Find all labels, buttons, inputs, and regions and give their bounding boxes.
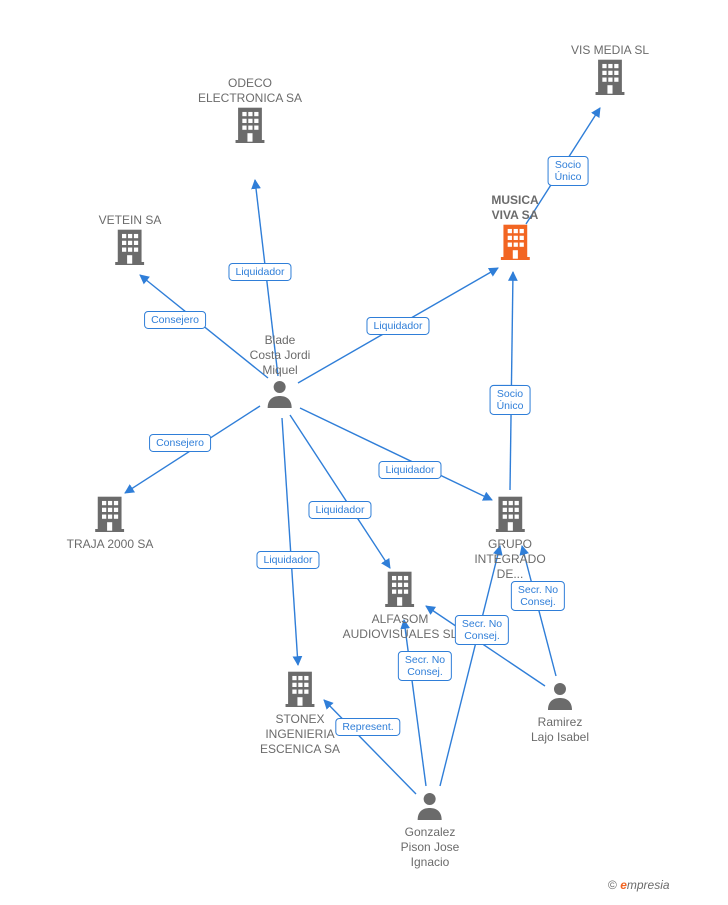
building-icon [474, 495, 545, 537]
edge-label: Secr. No Consej. [398, 651, 452, 681]
building-icon [571, 58, 649, 100]
edge-label: Socio Único [490, 385, 531, 415]
edge-label: Secr. No Consej. [511, 581, 565, 611]
person-icon [250, 378, 311, 413]
edge-label: Socio Único [548, 156, 589, 186]
company-node-traja[interactable]: TRAJA 2000 SA [67, 495, 154, 552]
company-node-grupo[interactable]: GRUPO INTEGRADO DE... [474, 495, 545, 582]
edge-label: Liquidador [378, 461, 441, 479]
node-label: GRUPO INTEGRADO DE... [474, 537, 545, 582]
edge-label: Secr. No Consej. [455, 615, 509, 645]
diagram-canvas [0, 0, 728, 905]
node-label: VIS MEDIA SL [571, 43, 649, 58]
building-icon [260, 670, 340, 712]
edge-blade-grupo [300, 408, 492, 500]
edge-label: Represent. [335, 718, 400, 736]
node-label: ODECO ELECTRONICA SA [198, 76, 302, 106]
person-node-gonzalez[interactable]: Gonzalez Pison Jose Ignacio [401, 790, 460, 870]
edge-label: Liquidador [256, 551, 319, 569]
company-node-odeco[interactable]: ODECO ELECTRONICA SA [198, 76, 302, 148]
edge-label: Liquidador [308, 501, 371, 519]
person-node-ramirez[interactable]: Ramirez Lajo Isabel [531, 680, 589, 745]
company-node-vetein[interactable]: VETEIN SA [99, 213, 162, 270]
company-node-stonex[interactable]: STONEX INGENIERIA ESCENICA SA [260, 670, 340, 757]
node-label: Ramirez Lajo Isabel [531, 715, 589, 745]
edge-blade-stonex [282, 418, 298, 665]
node-label: Blade Costa Jordi Miquel [250, 333, 311, 378]
edge-label: Liquidador [366, 317, 429, 335]
edge-label: Consejero [149, 434, 211, 452]
edge-label: Liquidador [228, 263, 291, 281]
building-icon [198, 106, 302, 148]
person-icon [531, 680, 589, 715]
building-icon [99, 228, 162, 270]
company-node-musica[interactable]: MUSICA VIVA SA [491, 193, 538, 265]
node-label: MUSICA VIVA SA [491, 193, 538, 223]
node-label: Gonzalez Pison Jose Ignacio [401, 825, 460, 870]
node-label: TRAJA 2000 SA [67, 537, 154, 552]
edge-label: Consejero [144, 311, 206, 329]
person-icon [401, 790, 460, 825]
building-icon [67, 495, 154, 537]
node-label: STONEX INGENIERIA ESCENICA SA [260, 712, 340, 757]
building-icon [491, 223, 538, 265]
node-label: ALFASOM AUDIOVISUALES SL [343, 612, 458, 642]
edge-blade-alfasom [290, 415, 390, 568]
person-node-blade[interactable]: Blade Costa Jordi Miquel [250, 333, 311, 413]
company-node-vismedia[interactable]: VIS MEDIA SL [571, 43, 649, 100]
edge-grupo-musica [510, 272, 513, 490]
node-label: VETEIN SA [99, 213, 162, 228]
building-icon [343, 570, 458, 612]
copyright-brand-initial: e [620, 878, 627, 892]
copyright-badge: © empresia [608, 878, 670, 892]
copyright-brand-text: mpresia [627, 878, 670, 892]
copyright-symbol: © [608, 878, 617, 892]
edge-gonzalez-alfasom [404, 620, 426, 786]
company-node-alfasom[interactable]: ALFASOM AUDIOVISUALES SL [343, 570, 458, 642]
